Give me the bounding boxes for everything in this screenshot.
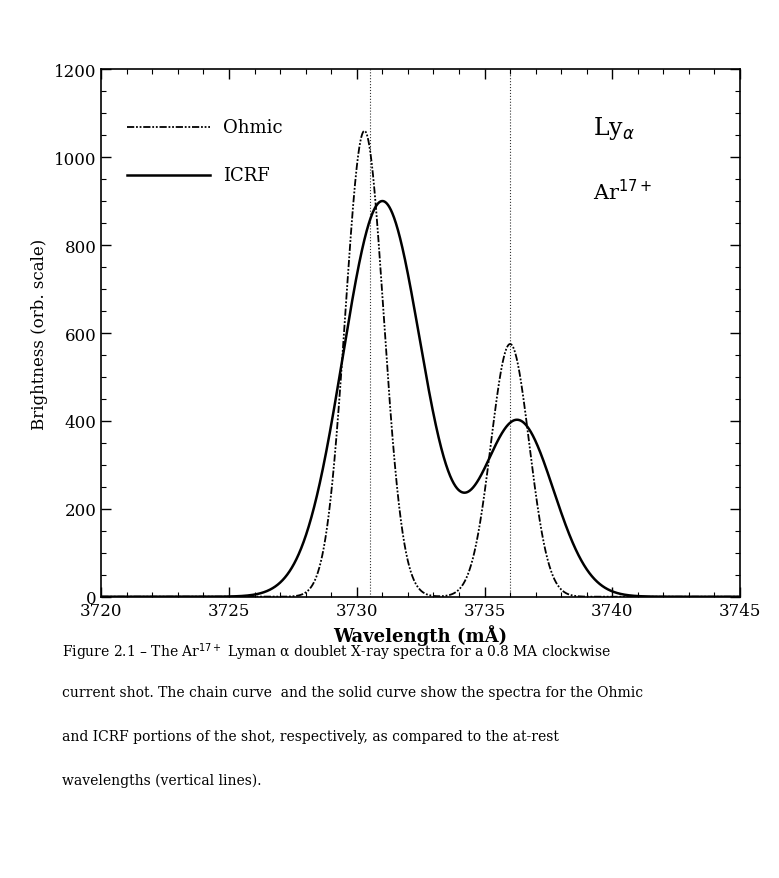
Text: current shot. The chain curve  and the solid curve show the spectra for the Ohmi: current shot. The chain curve and the so… <box>62 685 643 699</box>
Text: Ar$^{17+}$: Ar$^{17+}$ <box>593 179 653 204</box>
X-axis label: Wavelength (mÅ): Wavelength (mÅ) <box>333 624 508 645</box>
Y-axis label: Brightness (orb. scale): Brightness (orb. scale) <box>31 238 48 429</box>
Text: Ohmic: Ohmic <box>223 119 282 137</box>
Text: ICRF: ICRF <box>223 167 270 184</box>
Text: Figure 2.1 – The Ar$^{17+}$ Lyman α doublet X-ray spectra for a 0.8 MA clockwise: Figure 2.1 – The Ar$^{17+}$ Lyman α doub… <box>62 641 612 663</box>
Text: and ICRF portions of the shot, respectively, as compared to the at-rest: and ICRF portions of the shot, respectiv… <box>62 729 559 743</box>
Text: Ly$_\alpha$: Ly$_\alpha$ <box>593 115 635 141</box>
Text: wavelengths (vertical lines).: wavelengths (vertical lines). <box>62 773 262 787</box>
